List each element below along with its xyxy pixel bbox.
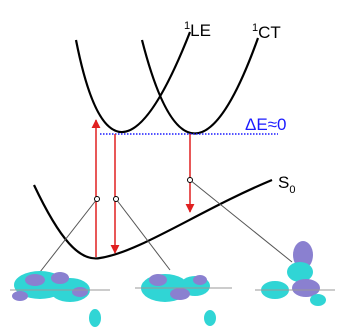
connectors	[40, 180, 292, 272]
delta-e-label: ΔE≈0	[245, 115, 286, 134]
orbital-3	[255, 241, 335, 306]
orbital-1	[10, 271, 110, 327]
label-part: 0	[289, 184, 295, 196]
label-part: LE	[190, 21, 211, 40]
label-part: S	[278, 173, 289, 192]
s0-curve	[34, 180, 272, 258]
s0-label: S0	[278, 173, 295, 196]
label-part: CT	[258, 23, 281, 42]
ct-curve	[142, 38, 258, 134]
diagram: 1LE 1CT ΔE≈0 S0	[0, 0, 339, 331]
points	[95, 178, 193, 202]
le-curve	[76, 32, 190, 132]
orbital-2	[135, 274, 232, 326]
ct-label: 1CT	[252, 22, 281, 42]
